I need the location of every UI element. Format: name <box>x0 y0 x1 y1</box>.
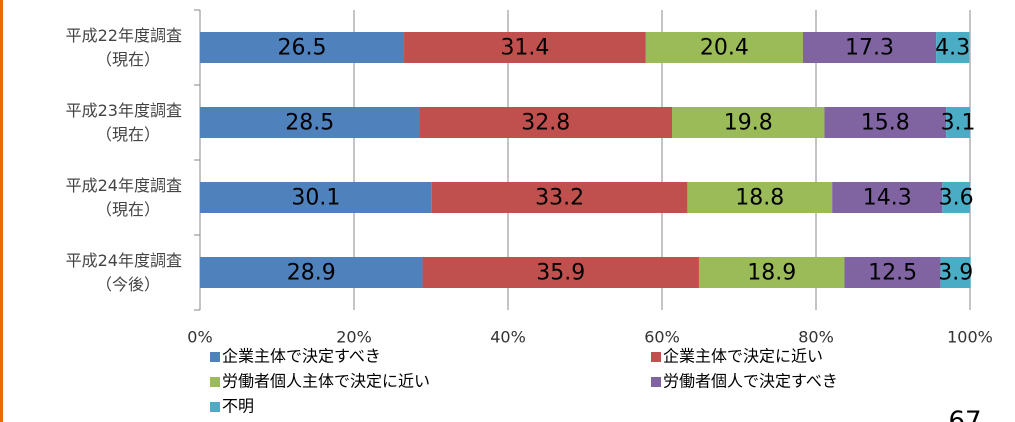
bar-segment <box>844 257 941 288</box>
y-tick-label: （現在） <box>96 125 160 144</box>
bar-segment <box>200 107 420 138</box>
y-tick-label: 平成24年度調査 <box>66 251 182 270</box>
legend-swatch <box>651 352 661 362</box>
data-label: 4.3 <box>935 36 970 61</box>
data-label: 33.2 <box>535 186 584 211</box>
bar-segment <box>404 32 646 63</box>
bar-segment <box>200 32 405 63</box>
legend-label: 労働者個人で決定すべき <box>663 372 838 391</box>
bar-segment <box>431 182 688 213</box>
legend-swatch <box>210 377 220 387</box>
y-tick-label: （現在） <box>96 200 160 219</box>
bar-segment <box>645 32 803 63</box>
legend-label: 企業主体で決定に近い <box>663 347 823 366</box>
data-label: 12.5 <box>868 261 917 286</box>
y-tick-label: （今後） <box>96 275 160 294</box>
legend-label: 不明 <box>222 397 254 416</box>
bar-segment <box>942 182 970 213</box>
y-tick-label: 平成22年度調査 <box>66 26 182 45</box>
bar-segment <box>936 32 970 63</box>
data-label: 26.5 <box>278 36 327 61</box>
data-label: 28.5 <box>285 111 334 136</box>
data-label: 18.9 <box>747 261 796 286</box>
bar-segment <box>940 257 971 288</box>
data-label: 31.4 <box>500 36 549 61</box>
data-label: 30.1 <box>291 186 340 211</box>
bar-segment <box>832 182 943 213</box>
x-tick-label: 0% <box>187 328 212 347</box>
legend-swatch <box>210 352 220 362</box>
bar-segment <box>698 257 845 288</box>
data-label: 14.3 <box>863 186 912 211</box>
data-label: 17.3 <box>845 36 894 61</box>
legend-label: 企業主体で決定すべき <box>222 347 381 366</box>
x-tick-label: 80% <box>798 328 834 347</box>
x-tick-label: 100% <box>947 328 993 347</box>
bar-segment <box>200 257 423 288</box>
data-label: 32.8 <box>521 111 570 136</box>
x-tick-label: 20% <box>336 328 372 347</box>
y-tick-label: 平成23年度調査 <box>66 101 182 120</box>
data-label: 18.8 <box>735 186 784 211</box>
page-number: 67 <box>948 407 981 422</box>
bar-segment <box>422 257 699 288</box>
y-tick-label: 平成24年度調査 <box>66 176 182 195</box>
data-label: 35.9 <box>536 261 585 286</box>
y-tick-label: （現在） <box>96 50 160 69</box>
x-tick-label: 40% <box>490 328 526 347</box>
data-label: 19.8 <box>724 111 773 136</box>
accent-bar <box>0 0 3 422</box>
bar-segment <box>672 107 825 138</box>
bar-segment <box>200 182 432 213</box>
data-label: 3.1 <box>941 111 976 136</box>
bar-segment <box>419 107 673 138</box>
data-label: 15.8 <box>861 111 910 136</box>
legend-swatch <box>210 402 220 412</box>
data-label: 28.9 <box>287 261 336 286</box>
bar-segment <box>824 107 947 138</box>
data-label: 20.4 <box>700 36 749 61</box>
data-label: 3.9 <box>938 261 973 286</box>
bar-segment <box>802 32 937 63</box>
legend-label: 労働者個人主体で決定に近い <box>222 372 430 391</box>
legend-swatch <box>651 377 661 387</box>
data-label: 3.6 <box>939 186 974 211</box>
bar-segment <box>687 182 833 213</box>
bar-segment <box>946 107 970 138</box>
x-tick-label: 60% <box>644 328 680 347</box>
